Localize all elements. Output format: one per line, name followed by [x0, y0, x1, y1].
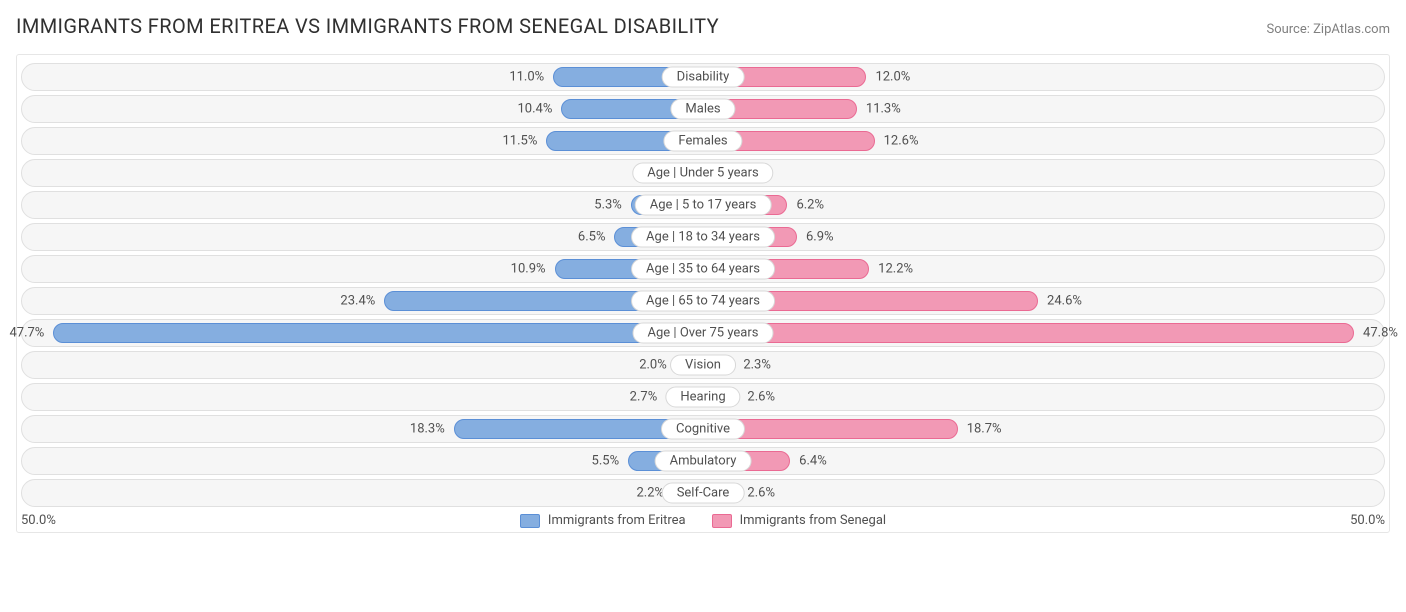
- value-label-senegal: 24.6%: [1037, 294, 1082, 309]
- bar-row: 47.7%47.8%Age | Over 75 years: [21, 319, 1385, 347]
- category-pill: Vision: [670, 355, 736, 376]
- legend-item-eritrea: Immigrants from Eritrea: [520, 513, 686, 528]
- value-label-senegal: 11.3%: [856, 102, 901, 117]
- bar-row: 2.0%2.3%Vision: [21, 351, 1385, 379]
- source-attribution: Source: ZipAtlas.com: [1266, 22, 1390, 37]
- value-label-senegal: 12.6%: [874, 134, 919, 149]
- value-label-eritrea: 6.5%: [578, 230, 616, 245]
- axis-max-right: 50.0%: [1315, 513, 1385, 528]
- legend-label-senegal: Immigrants from Senegal: [740, 513, 886, 528]
- value-label-eritrea: 23.4%: [340, 294, 385, 309]
- value-label-senegal: 2.6%: [737, 390, 775, 405]
- chart-container: IMMIGRANTS FROM ERITREA VS IMMIGRANTS FR…: [0, 0, 1406, 612]
- category-pill: Males: [670, 99, 735, 120]
- value-label-senegal: 2.3%: [733, 358, 771, 373]
- value-label-eritrea: 18.3%: [410, 422, 455, 437]
- value-label-eritrea: 2.7%: [630, 390, 668, 405]
- value-label-eritrea: 10.4%: [517, 102, 562, 117]
- chart-frame: 11.0% 12.0% Disability 10.4% 11.3% Males 11.5%…: [16, 54, 1390, 533]
- bar-row: 23.4% 24.6% Age | 65 to 74 years: [21, 287, 1385, 315]
- legend-label-eritrea: Immigrants from Eritrea: [548, 513, 686, 528]
- header: IMMIGRANTS FROM ERITREA VS IMMIGRANTS FR…: [16, 14, 1390, 38]
- value-label-eritrea: 47.7%: [9, 326, 54, 341]
- category-pill: Age | 5 to 17 years: [635, 195, 772, 216]
- bar-row: 6.5% 6.9% Age | 18 to 34 years: [21, 223, 1385, 251]
- bar-senegal: 47.8%: [703, 323, 1354, 343]
- bar-row: 18.3% 18.7% Cognitive: [21, 415, 1385, 443]
- value-label-senegal: 18.7%: [957, 422, 1002, 437]
- legend: Immigrants from Eritrea Immigrants from …: [91, 513, 1315, 528]
- value-label-senegal: 6.2%: [786, 198, 824, 213]
- value-label-senegal: 6.9%: [796, 230, 834, 245]
- value-label-eritrea: 5.3%: [594, 198, 632, 213]
- category-pill: Self-Care: [662, 483, 745, 504]
- bar-row: 5.3% 6.2% Age | 5 to 17 years: [21, 191, 1385, 219]
- axis-max-left: 50.0%: [21, 513, 91, 528]
- category-pill: Age | Over 75 years: [633, 323, 774, 344]
- value-label-senegal: 12.2%: [868, 262, 913, 277]
- value-label-senegal: 12.0%: [865, 70, 910, 85]
- category-pill: Age | 35 to 64 years: [631, 259, 775, 280]
- chart-title: IMMIGRANTS FROM ERITREA VS IMMIGRANTS FR…: [16, 14, 719, 38]
- category-pill: Females: [663, 131, 742, 152]
- value-label-eritrea: 10.9%: [511, 262, 556, 277]
- value-label-eritrea: 5.5%: [592, 454, 630, 469]
- value-label-eritrea: 11.0%: [509, 70, 554, 85]
- category-pill: Hearing: [665, 387, 740, 408]
- category-pill: Age | 65 to 74 years: [631, 291, 775, 312]
- bar-row: 10.9% 12.2% Age | 35 to 64 years: [21, 255, 1385, 283]
- bar-row: 10.4% 11.3% Males: [21, 95, 1385, 123]
- category-pill: Disability: [662, 67, 745, 88]
- chart-footer: 50.0% Immigrants from Eritrea Immigrants…: [21, 513, 1385, 528]
- category-pill: Cognitive: [661, 419, 745, 440]
- value-label-eritrea: 11.5%: [503, 134, 548, 149]
- bar-row: 5.5% 6.4% Ambulatory: [21, 447, 1385, 475]
- category-pill: Age | 18 to 34 years: [631, 227, 775, 248]
- legend-swatch-senegal: [712, 514, 732, 528]
- value-label-senegal: 6.4%: [789, 454, 827, 469]
- bar-row: 2.7% 2.6%Hearing: [21, 383, 1385, 411]
- chart-rows: 11.0% 12.0% Disability 10.4% 11.3% Males 11.5%…: [21, 63, 1385, 507]
- bar-row: 11.0% 12.0% Disability: [21, 63, 1385, 91]
- bar-row: 2.2%2.6%Self-Care: [21, 479, 1385, 507]
- category-pill: Ambulatory: [655, 451, 752, 472]
- legend-item-senegal: Immigrants from Senegal: [712, 513, 886, 528]
- value-label-senegal: 47.8%: [1353, 326, 1398, 341]
- bar-eritrea: 47.7%: [53, 323, 703, 343]
- category-pill: Age | Under 5 years: [632, 163, 773, 184]
- bar-row: 1.2%1.2%Age | Under 5 years: [21, 159, 1385, 187]
- bar-row: 11.5% 12.6% Females: [21, 127, 1385, 155]
- legend-swatch-eritrea: [520, 514, 540, 528]
